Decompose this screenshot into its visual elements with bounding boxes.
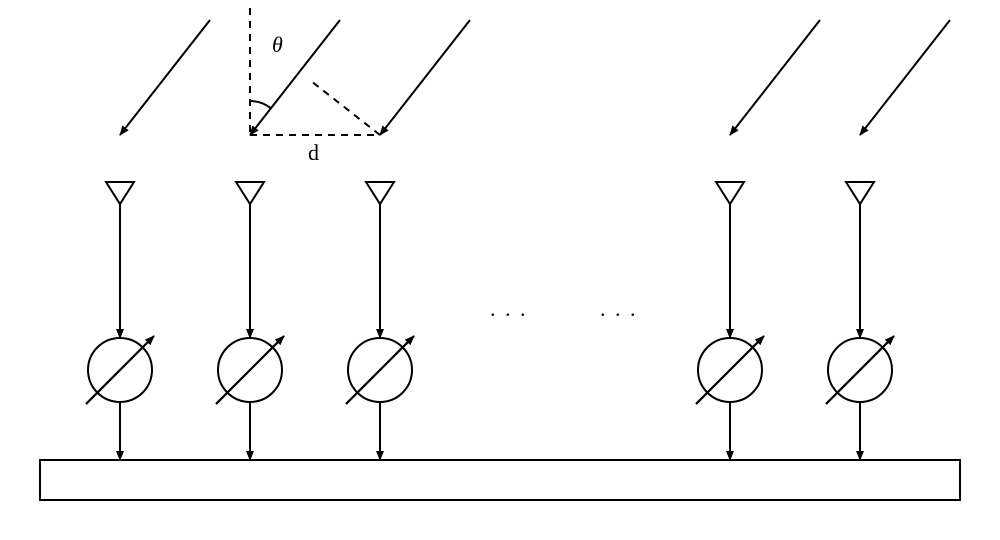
incident-wave-arrow [380, 20, 470, 135]
incident-wave-arrow [120, 20, 210, 135]
ellipsis-2: . . . [600, 296, 638, 322]
phase-shifter-adjust-arrow [696, 336, 764, 404]
angle-theta-label: θ [272, 32, 283, 58]
phased-array-diagram [0, 0, 1000, 540]
angle-arc [250, 101, 271, 108]
incident-wave-arrow [860, 20, 950, 135]
summer-bus [40, 460, 960, 500]
phase-shifter-adjust-arrow [86, 336, 154, 404]
spacing-d-label: d [308, 140, 319, 166]
antenna-icon [236, 182, 264, 204]
incident-wave-arrow [250, 20, 340, 135]
ellipsis-1: . . . [490, 296, 528, 322]
perpendicular-dashed [309, 80, 380, 135]
antenna-icon [846, 182, 874, 204]
phase-shifter-adjust-arrow [216, 336, 284, 404]
antenna-icon [716, 182, 744, 204]
incident-wave-arrow [730, 20, 820, 135]
antenna-icon [366, 182, 394, 204]
phase-shifter-adjust-arrow [826, 336, 894, 404]
phase-shifter-adjust-arrow [346, 336, 414, 404]
antenna-icon [106, 182, 134, 204]
